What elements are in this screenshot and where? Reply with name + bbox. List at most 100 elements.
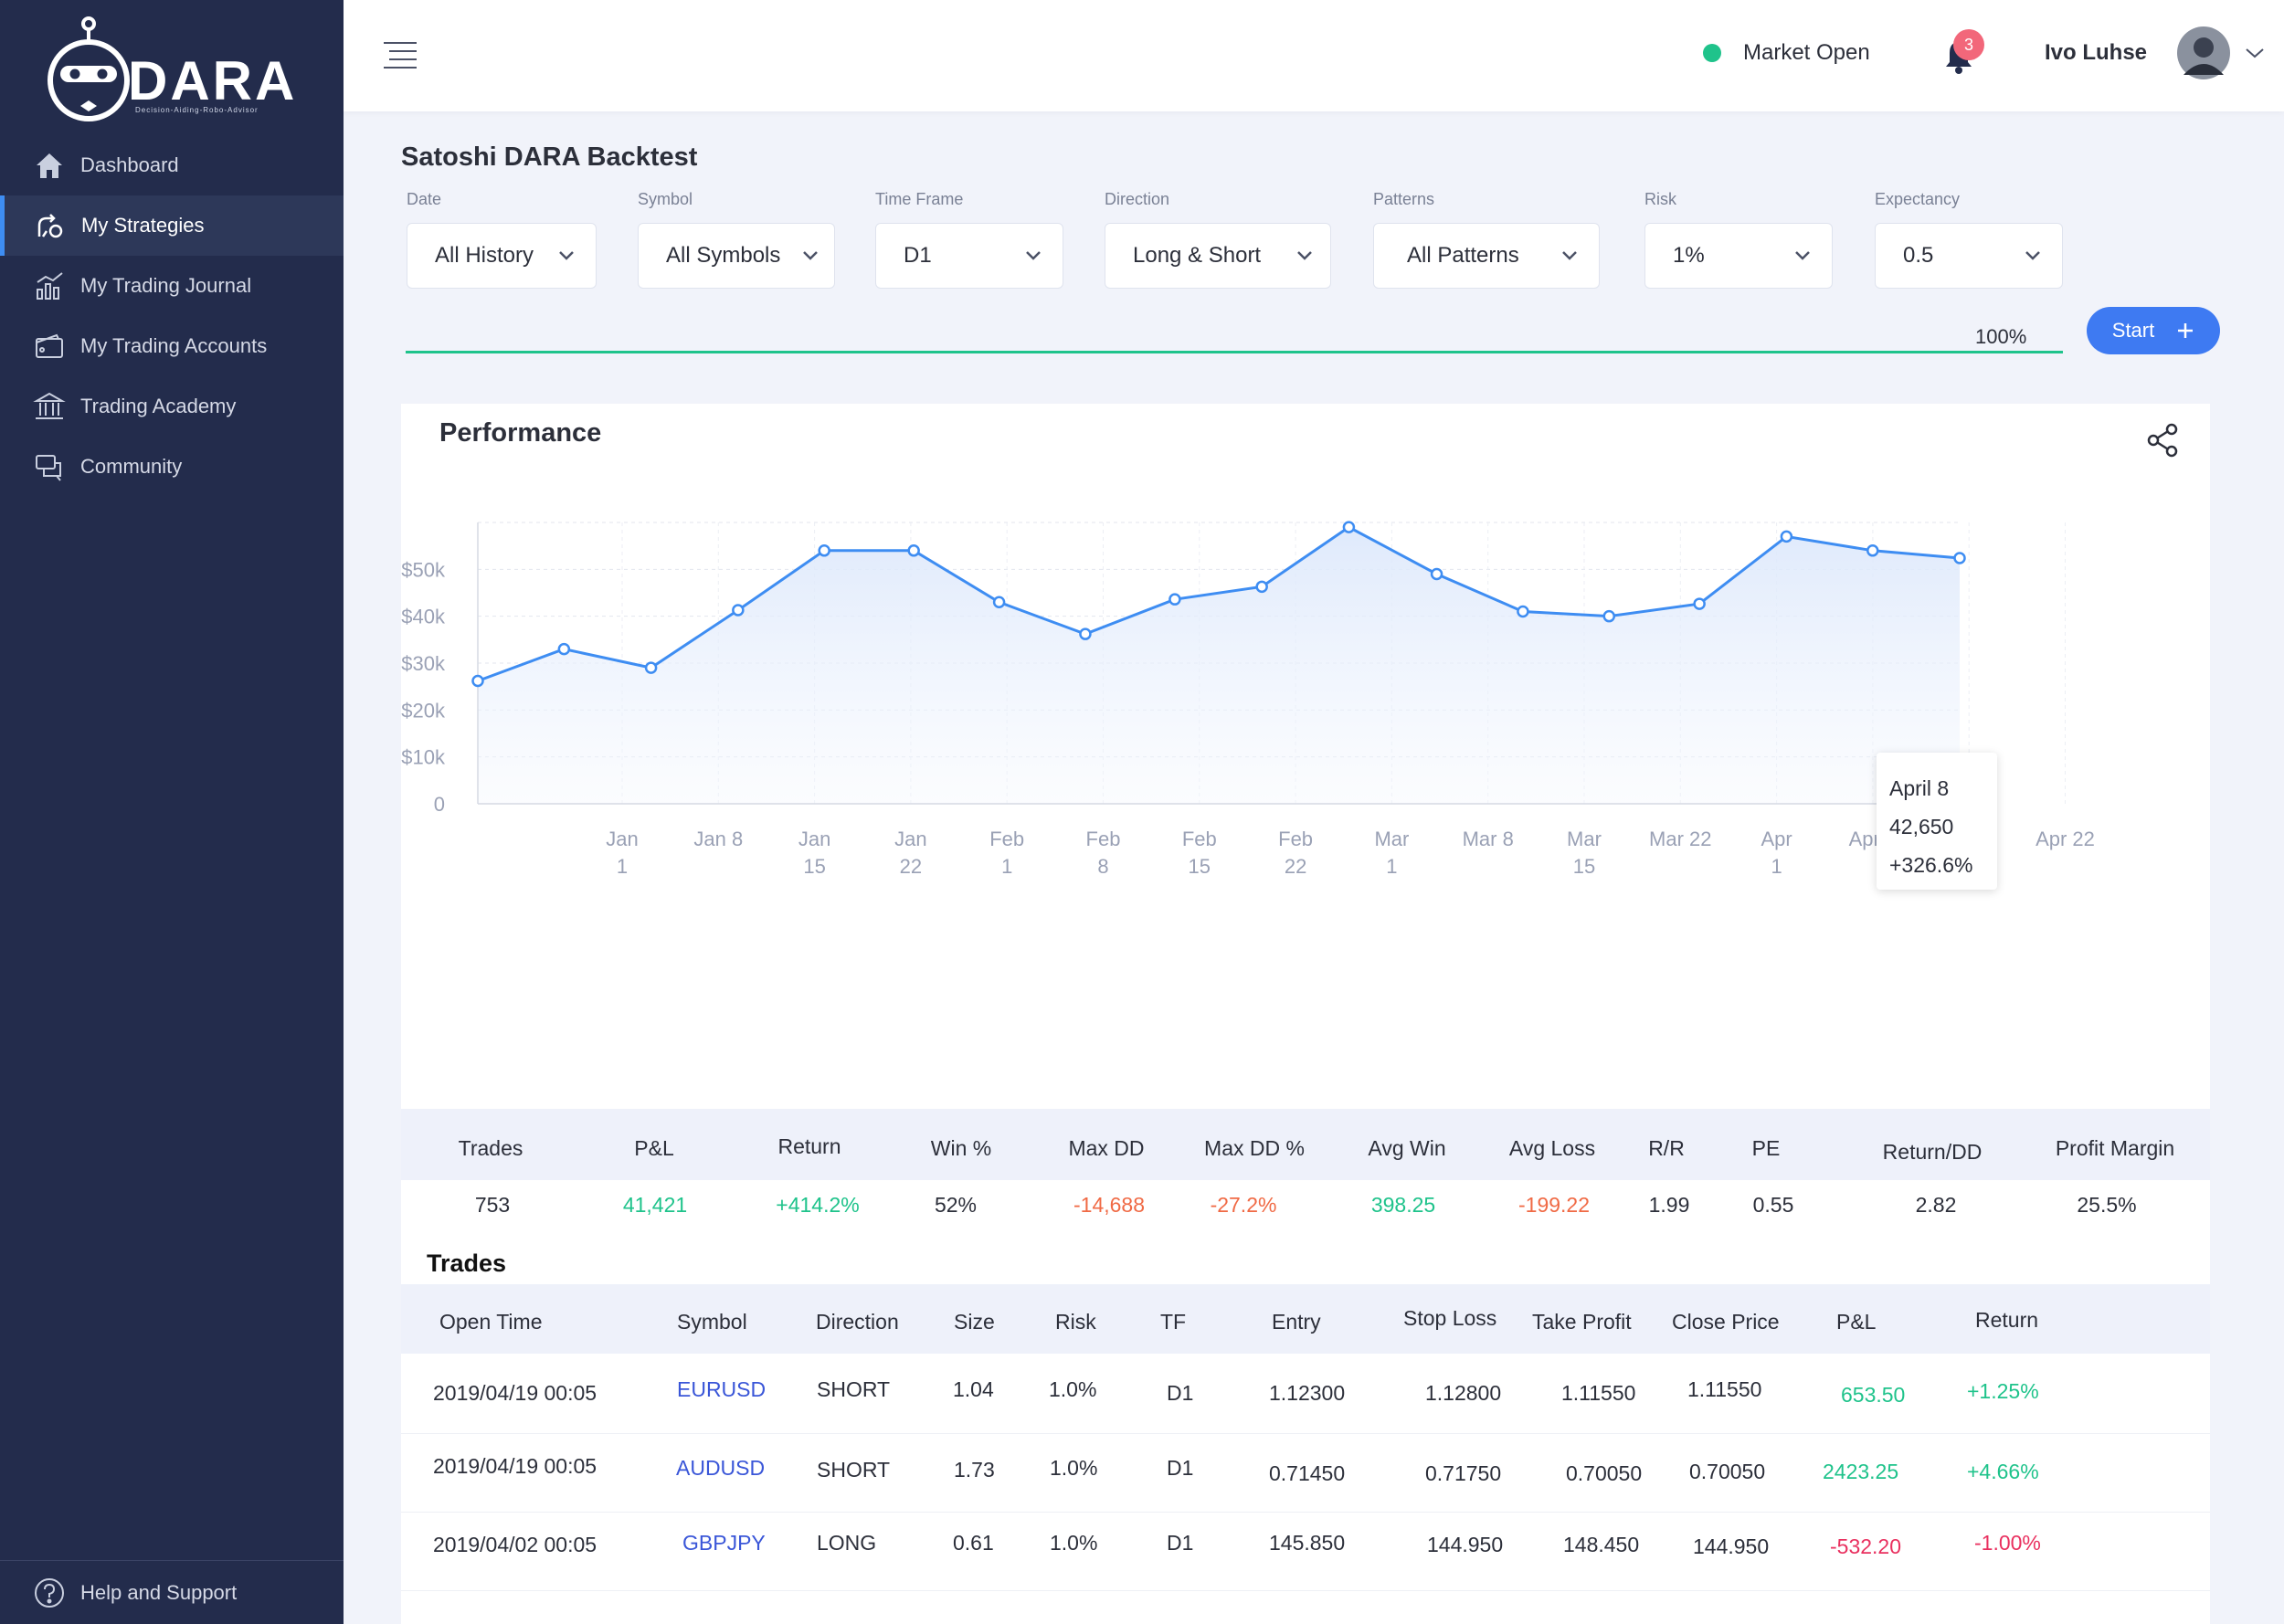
sidebar-item-label: My Strategies — [81, 214, 205, 237]
sidebar-item-label: My Trading Journal — [80, 274, 252, 297]
date-select[interactable]: All History — [407, 223, 597, 289]
data-point — [1430, 567, 1443, 581]
column-header[interactable]: Return — [1975, 1308, 2039, 1332]
cell-return: -1.00% — [1974, 1531, 2041, 1555]
sidebar: DARA Decision-Aiding-Robo-Advisor Dashbo… — [0, 0, 344, 1624]
share-icon — [2147, 423, 2178, 458]
start-button[interactable]: Start — [2087, 307, 2220, 354]
column-header[interactable]: TF — [1160, 1310, 1187, 1334]
stat-value-max-dd-pct: -27.2% — [1210, 1193, 1277, 1217]
tooltip-date: April 8 — [1889, 776, 1950, 800]
sidebar-item-my-trading-journal[interactable]: My Trading Journal — [0, 256, 344, 316]
help-and-support-link[interactable]: Help and Support — [0, 1560, 344, 1624]
performance-chart: 0 $10k $20k $30k $40k $50k Jan 1 Jan 8 Jan 15 Jan 22… — [401, 477, 2210, 1080]
top-header: Market Open 3 Ivo Luhse — [344, 0, 2284, 111]
column-header[interactable]: Stop Loss — [1403, 1306, 1497, 1330]
column-header[interactable]: Risk — [1055, 1310, 1096, 1334]
share-button[interactable] — [2144, 422, 2181, 459]
stat-value-return-dd: 2.82 — [1915, 1193, 1957, 1217]
help-label: Help and Support — [80, 1580, 238, 1604]
column-header[interactable]: Open Time — [439, 1310, 543, 1334]
cell-size: 0.61 — [953, 1531, 994, 1555]
filter-value: All Patterns — [1407, 243, 1519, 268]
user-name[interactable]: Ivo Luhse — [2045, 40, 2148, 65]
data-point — [1517, 605, 1529, 618]
data-point — [1866, 544, 1879, 557]
filter-expectancy: Expectancy 0.5 — [1875, 190, 2063, 289]
chevron-down-icon — [1026, 251, 1041, 260]
sidebar-item-trading-academy[interactable]: Trading Academy — [0, 376, 344, 437]
performance-card: Performance 0 $10k $20k $30k $40k $50k Jan 1 Jan… — [401, 404, 2210, 1624]
stat-header: Avg Loss — [1508, 1136, 1596, 1160]
stat-header: R/R — [1648, 1136, 1685, 1160]
symbol-select[interactable]: All Symbols — [638, 223, 835, 289]
filter-value: Long & Short — [1133, 243, 1262, 268]
x-tick-label: Feb — [989, 828, 1024, 850]
cell-close-price: 144.950 — [1693, 1534, 1770, 1558]
cell-return: +1.25% — [1967, 1379, 2039, 1403]
stat-header: PE — [1751, 1136, 1781, 1160]
series-line — [477, 525, 1961, 682]
time-frame-select[interactable]: D1 — [875, 223, 1063, 289]
wallet-icon — [31, 328, 68, 364]
stat-value-pe: 0.55 — [1752, 1193, 1794, 1217]
risk-select[interactable]: 1% — [1644, 223, 1833, 289]
sidebar-item-dashboard[interactable]: Dashboard — [0, 135, 344, 195]
academy-icon — [31, 388, 68, 425]
sidebar-item-community[interactable]: Community — [0, 437, 344, 497]
data-point — [1255, 580, 1268, 594]
y-tick-label: $50k — [401, 558, 446, 581]
x-tick-label: Mar 8 — [1463, 828, 1514, 850]
column-header[interactable]: Size — [954, 1310, 995, 1334]
cell-take-profit: 1.11550 — [1561, 1381, 1636, 1405]
cell-stop-loss: 0.71750 — [1425, 1461, 1502, 1485]
x-tick-label: 1 — [1386, 855, 1397, 878]
performance-title: Performance — [439, 418, 602, 448]
table-row[interactable]: 2019/04/19 00:05 EURUSD SHORT 1.04 1.0% … — [401, 1355, 2210, 1434]
tooltip-change: +326.6% — [1889, 853, 1973, 877]
cell-symbol[interactable]: AUDUSD — [676, 1456, 766, 1480]
cell-symbol[interactable]: GBPJPY — [682, 1531, 766, 1555]
filter-label: Patterns — [1373, 190, 1435, 208]
chevron-down-icon — [1795, 251, 1810, 260]
stats-header: Trades P&L Return Win % Max DD Max DD % … — [401, 1109, 2210, 1180]
stat-value-return: +414.2% — [776, 1193, 860, 1217]
x-tick-label: Jan — [606, 828, 638, 850]
stat-header: Win % — [930, 1136, 992, 1160]
menu-toggle-button[interactable] — [384, 40, 417, 69]
sidebar-item-my-trading-accounts[interactable]: My Trading Accounts — [0, 316, 344, 376]
column-header[interactable]: P&L — [1836, 1310, 1877, 1334]
stat-value-profit-margin: 25.5% — [2077, 1193, 2137, 1217]
column-header[interactable]: Direction — [816, 1310, 899, 1334]
data-point — [644, 661, 658, 674]
stat-header: Return — [777, 1134, 841, 1158]
column-header[interactable]: Entry — [1272, 1310, 1321, 1334]
column-header[interactable]: Take Profit — [1532, 1310, 1632, 1334]
cell-size: 1.04 — [953, 1377, 994, 1401]
x-tick-label: Jan — [894, 828, 926, 850]
patterns-select[interactable]: All Patterns — [1373, 223, 1600, 289]
table-row[interactable]: 2019/04/02 00:05 GBPJPY LONG 0.61 1.0% D… — [401, 1513, 2210, 1591]
cell-return: +4.66% — [1967, 1460, 2039, 1483]
x-tick-label: Jan 8 — [693, 828, 743, 850]
filter-label: Symbol — [638, 190, 693, 208]
expectancy-select[interactable]: 0.5 — [1875, 223, 2063, 289]
table-row[interactable]: 2019/04/19 00:05 AUDUSD SHORT 1.73 1.0% … — [401, 1434, 2210, 1513]
direction-select[interactable]: Long & Short — [1105, 223, 1331, 289]
filter-label: Expectancy — [1875, 190, 1961, 208]
user-menu-chevron[interactable] — [2244, 44, 2266, 62]
x-tick-label: 1 — [617, 855, 628, 878]
logo-tagline: Decision-Aiding-Robo-Advisor — [135, 106, 259, 114]
cell-close-price: 1.11550 — [1687, 1377, 1762, 1401]
cell-symbol[interactable]: EURUSD — [677, 1377, 767, 1401]
x-tick-label: 8 — [1097, 855, 1108, 878]
sidebar-item-my-strategies[interactable]: My Strategies — [0, 195, 344, 256]
user-avatar-button[interactable] — [2176, 26, 2231, 85]
filter-value: 1% — [1673, 243, 1705, 268]
dara-logo[interactable]: DARA Decision-Aiding-Robo-Advisor — [48, 15, 294, 122]
page-title: Satoshi DARA Backtest — [401, 142, 698, 172]
column-header[interactable]: Symbol — [677, 1310, 747, 1334]
data-point — [1079, 627, 1092, 640]
column-header[interactable]: Close Price — [1672, 1310, 1780, 1334]
y-tick-label: 0 — [434, 793, 445, 816]
